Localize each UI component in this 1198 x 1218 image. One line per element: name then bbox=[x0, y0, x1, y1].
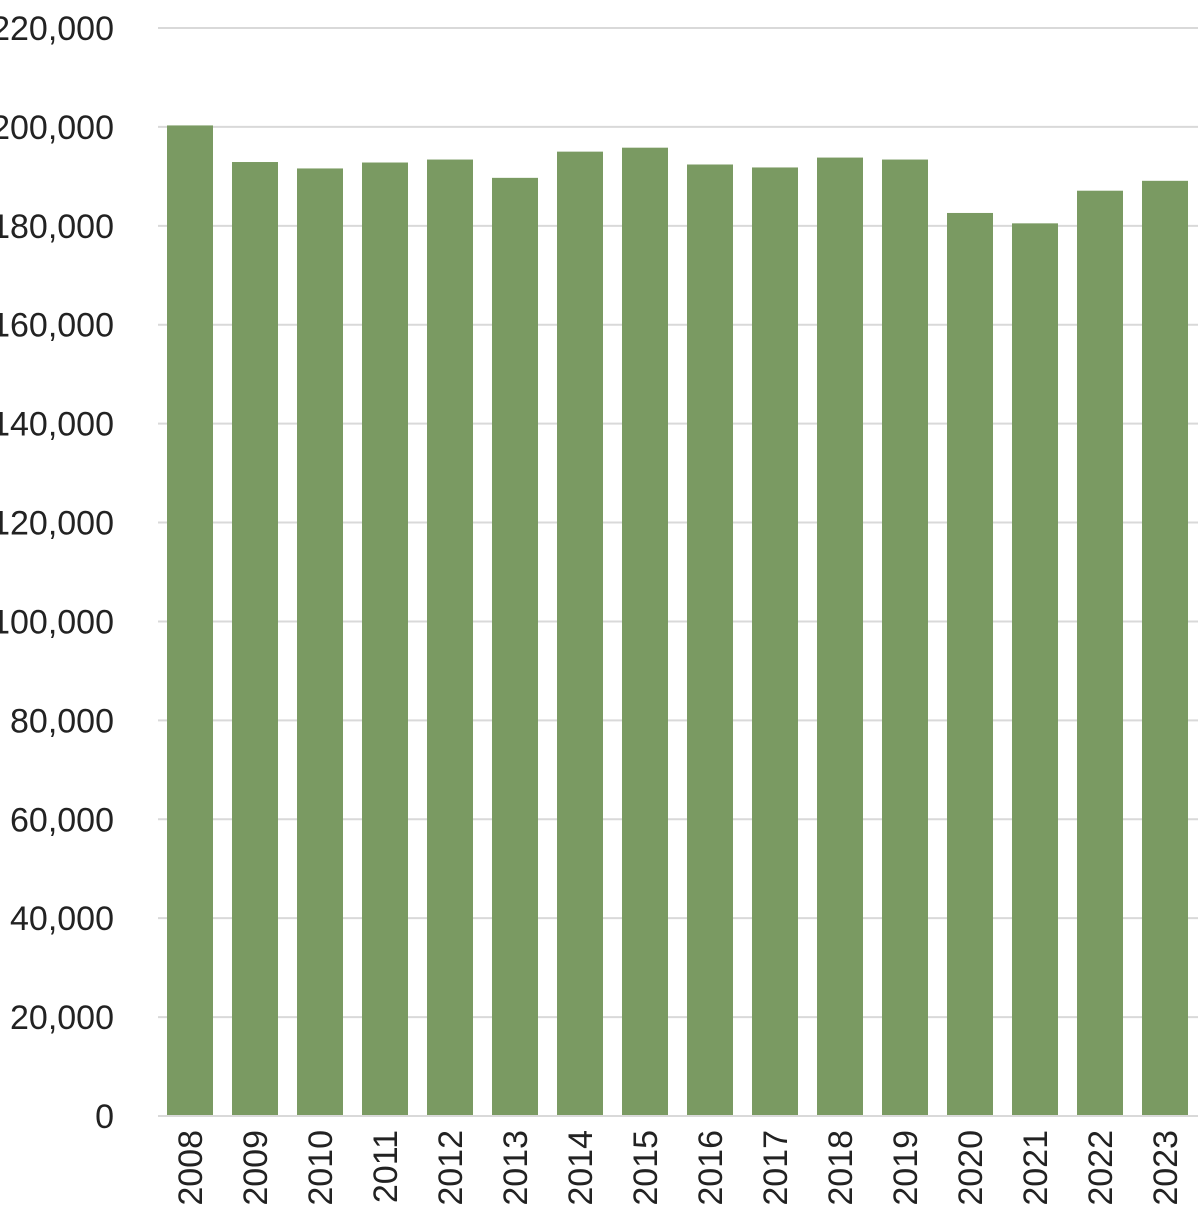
y-tick-label: 0 bbox=[95, 1098, 114, 1136]
y-tick-label: 40,000 bbox=[10, 900, 114, 938]
x-tick-label: 2011 bbox=[367, 1130, 405, 1203]
y-tick-label: 20,000 bbox=[10, 999, 114, 1037]
y-tick-label: 180,000 bbox=[0, 208, 114, 246]
bar-2023 bbox=[1142, 180, 1188, 1116]
bar-2011 bbox=[362, 162, 408, 1116]
bar-2010 bbox=[297, 168, 343, 1116]
y-tick-label: 200,000 bbox=[0, 109, 114, 147]
x-tick-label: 2012 bbox=[432, 1130, 470, 1206]
bar-2008 bbox=[167, 125, 213, 1116]
bars bbox=[167, 125, 1188, 1117]
x-tick-label: 2014 bbox=[562, 1130, 600, 1206]
x-tick-label: 2019 bbox=[887, 1130, 925, 1206]
bar-2021 bbox=[1012, 223, 1058, 1116]
bar-2012 bbox=[427, 159, 473, 1117]
y-tick-label: 60,000 bbox=[10, 801, 114, 839]
x-tick-label: 2017 bbox=[757, 1130, 795, 1206]
x-tick-label: 2015 bbox=[627, 1130, 665, 1206]
y-tick-label: 140,000 bbox=[0, 406, 114, 444]
x-tick-label: 2022 bbox=[1082, 1130, 1120, 1206]
y-tick-label: 160,000 bbox=[0, 307, 114, 345]
x-tick-label: 2009 bbox=[237, 1130, 275, 1206]
x-tick-label: 2008 bbox=[172, 1130, 210, 1206]
x-tick-label: 2020 bbox=[952, 1130, 990, 1206]
x-axis-tick-labels: 2008 2009 2010 2011 2012 2013 2014 2015 2016 2017… bbox=[172, 1130, 1185, 1206]
x-tick-label: 2013 bbox=[497, 1130, 535, 1206]
x-tick-label: 2021 bbox=[1017, 1130, 1055, 1206]
bar-2014 bbox=[557, 151, 603, 1117]
y-tick-label: 80,000 bbox=[10, 702, 114, 740]
bar-2017 bbox=[752, 167, 798, 1117]
bar-2016 bbox=[687, 164, 733, 1116]
bar-2009 bbox=[232, 162, 278, 1116]
bar-2019 bbox=[882, 159, 928, 1117]
y-tick-label: 120,000 bbox=[0, 505, 114, 543]
y-axis-tick-labels: 0 20,000 40,000 60,000 80,000 100,000 120,000 1… bbox=[0, 10, 114, 1136]
x-tick-label: 2010 bbox=[302, 1130, 340, 1206]
x-tick-label: 2023 bbox=[1147, 1130, 1185, 1206]
x-tick-label: 2016 bbox=[692, 1130, 730, 1206]
y-tick-label: 220,000 bbox=[0, 10, 114, 48]
x-tick-label: 2018 bbox=[822, 1130, 860, 1206]
bar-2013 bbox=[492, 177, 538, 1116]
bar-2020 bbox=[947, 212, 993, 1116]
bar-2018 bbox=[817, 157, 863, 1116]
bar-2015 bbox=[622, 147, 668, 1116]
y-tick-label: 100,000 bbox=[0, 603, 114, 641]
bar-2022 bbox=[1077, 190, 1123, 1117]
